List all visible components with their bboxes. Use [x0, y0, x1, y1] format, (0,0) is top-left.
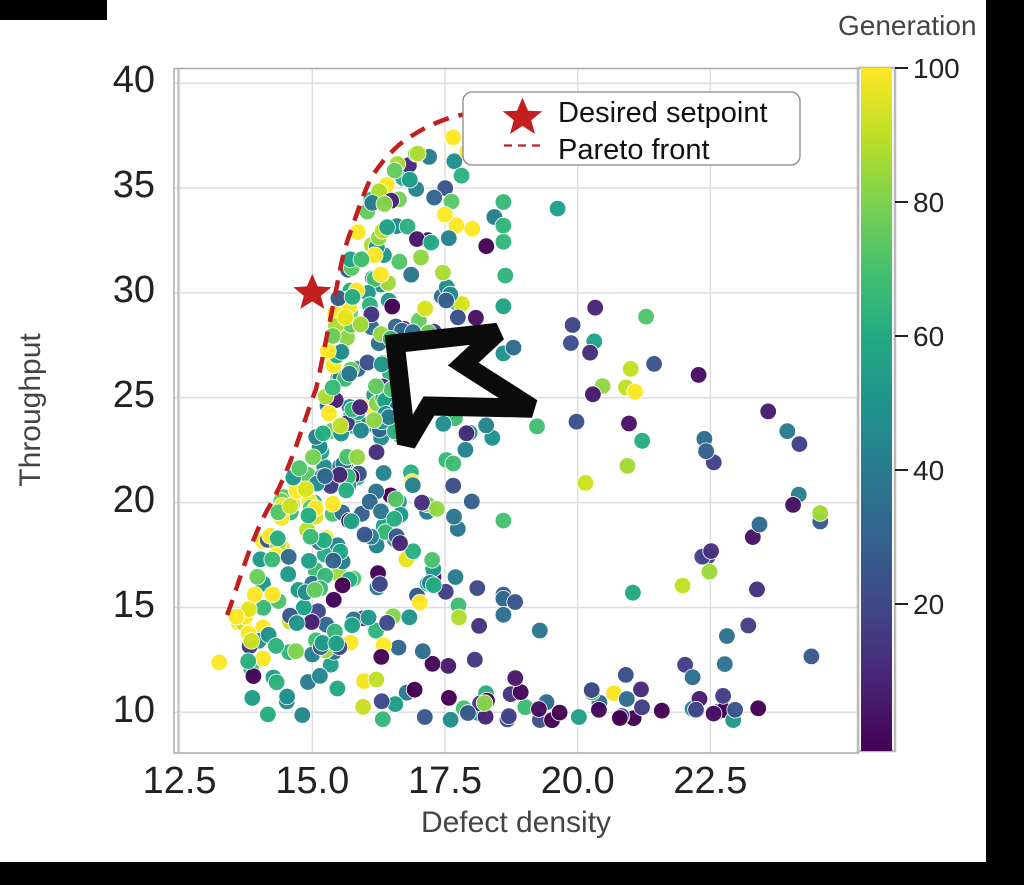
svg-text:22.5: 22.5 — [673, 760, 747, 802]
svg-text:20: 20 — [113, 479, 155, 521]
svg-text:20.0: 20.0 — [541, 760, 615, 802]
svg-text:10: 10 — [113, 689, 155, 731]
svg-text:40: 40 — [113, 59, 155, 101]
svg-text:17.5: 17.5 — [408, 760, 482, 802]
svg-text:Desired setpoint: Desired setpoint — [558, 97, 768, 129]
svg-text:12.5: 12.5 — [143, 760, 217, 802]
svg-text:25: 25 — [113, 374, 155, 416]
svg-text:100: 100 — [913, 53, 960, 84]
svg-text:80: 80 — [913, 187, 944, 218]
svg-text:40: 40 — [913, 455, 944, 486]
svg-text:Throughput: Throughput — [14, 333, 47, 487]
svg-text:30: 30 — [113, 269, 155, 311]
svg-text:Generation: Generation — [838, 10, 977, 41]
svg-text:Pareto front: Pareto front — [558, 134, 710, 166]
svg-text:20: 20 — [913, 589, 944, 620]
svg-text:35: 35 — [113, 164, 155, 206]
svg-text:Defect density: Defect density — [421, 806, 611, 839]
svg-text:15: 15 — [113, 584, 155, 626]
svg-text:15.0: 15.0 — [275, 760, 349, 802]
svg-text:60: 60 — [913, 321, 944, 352]
